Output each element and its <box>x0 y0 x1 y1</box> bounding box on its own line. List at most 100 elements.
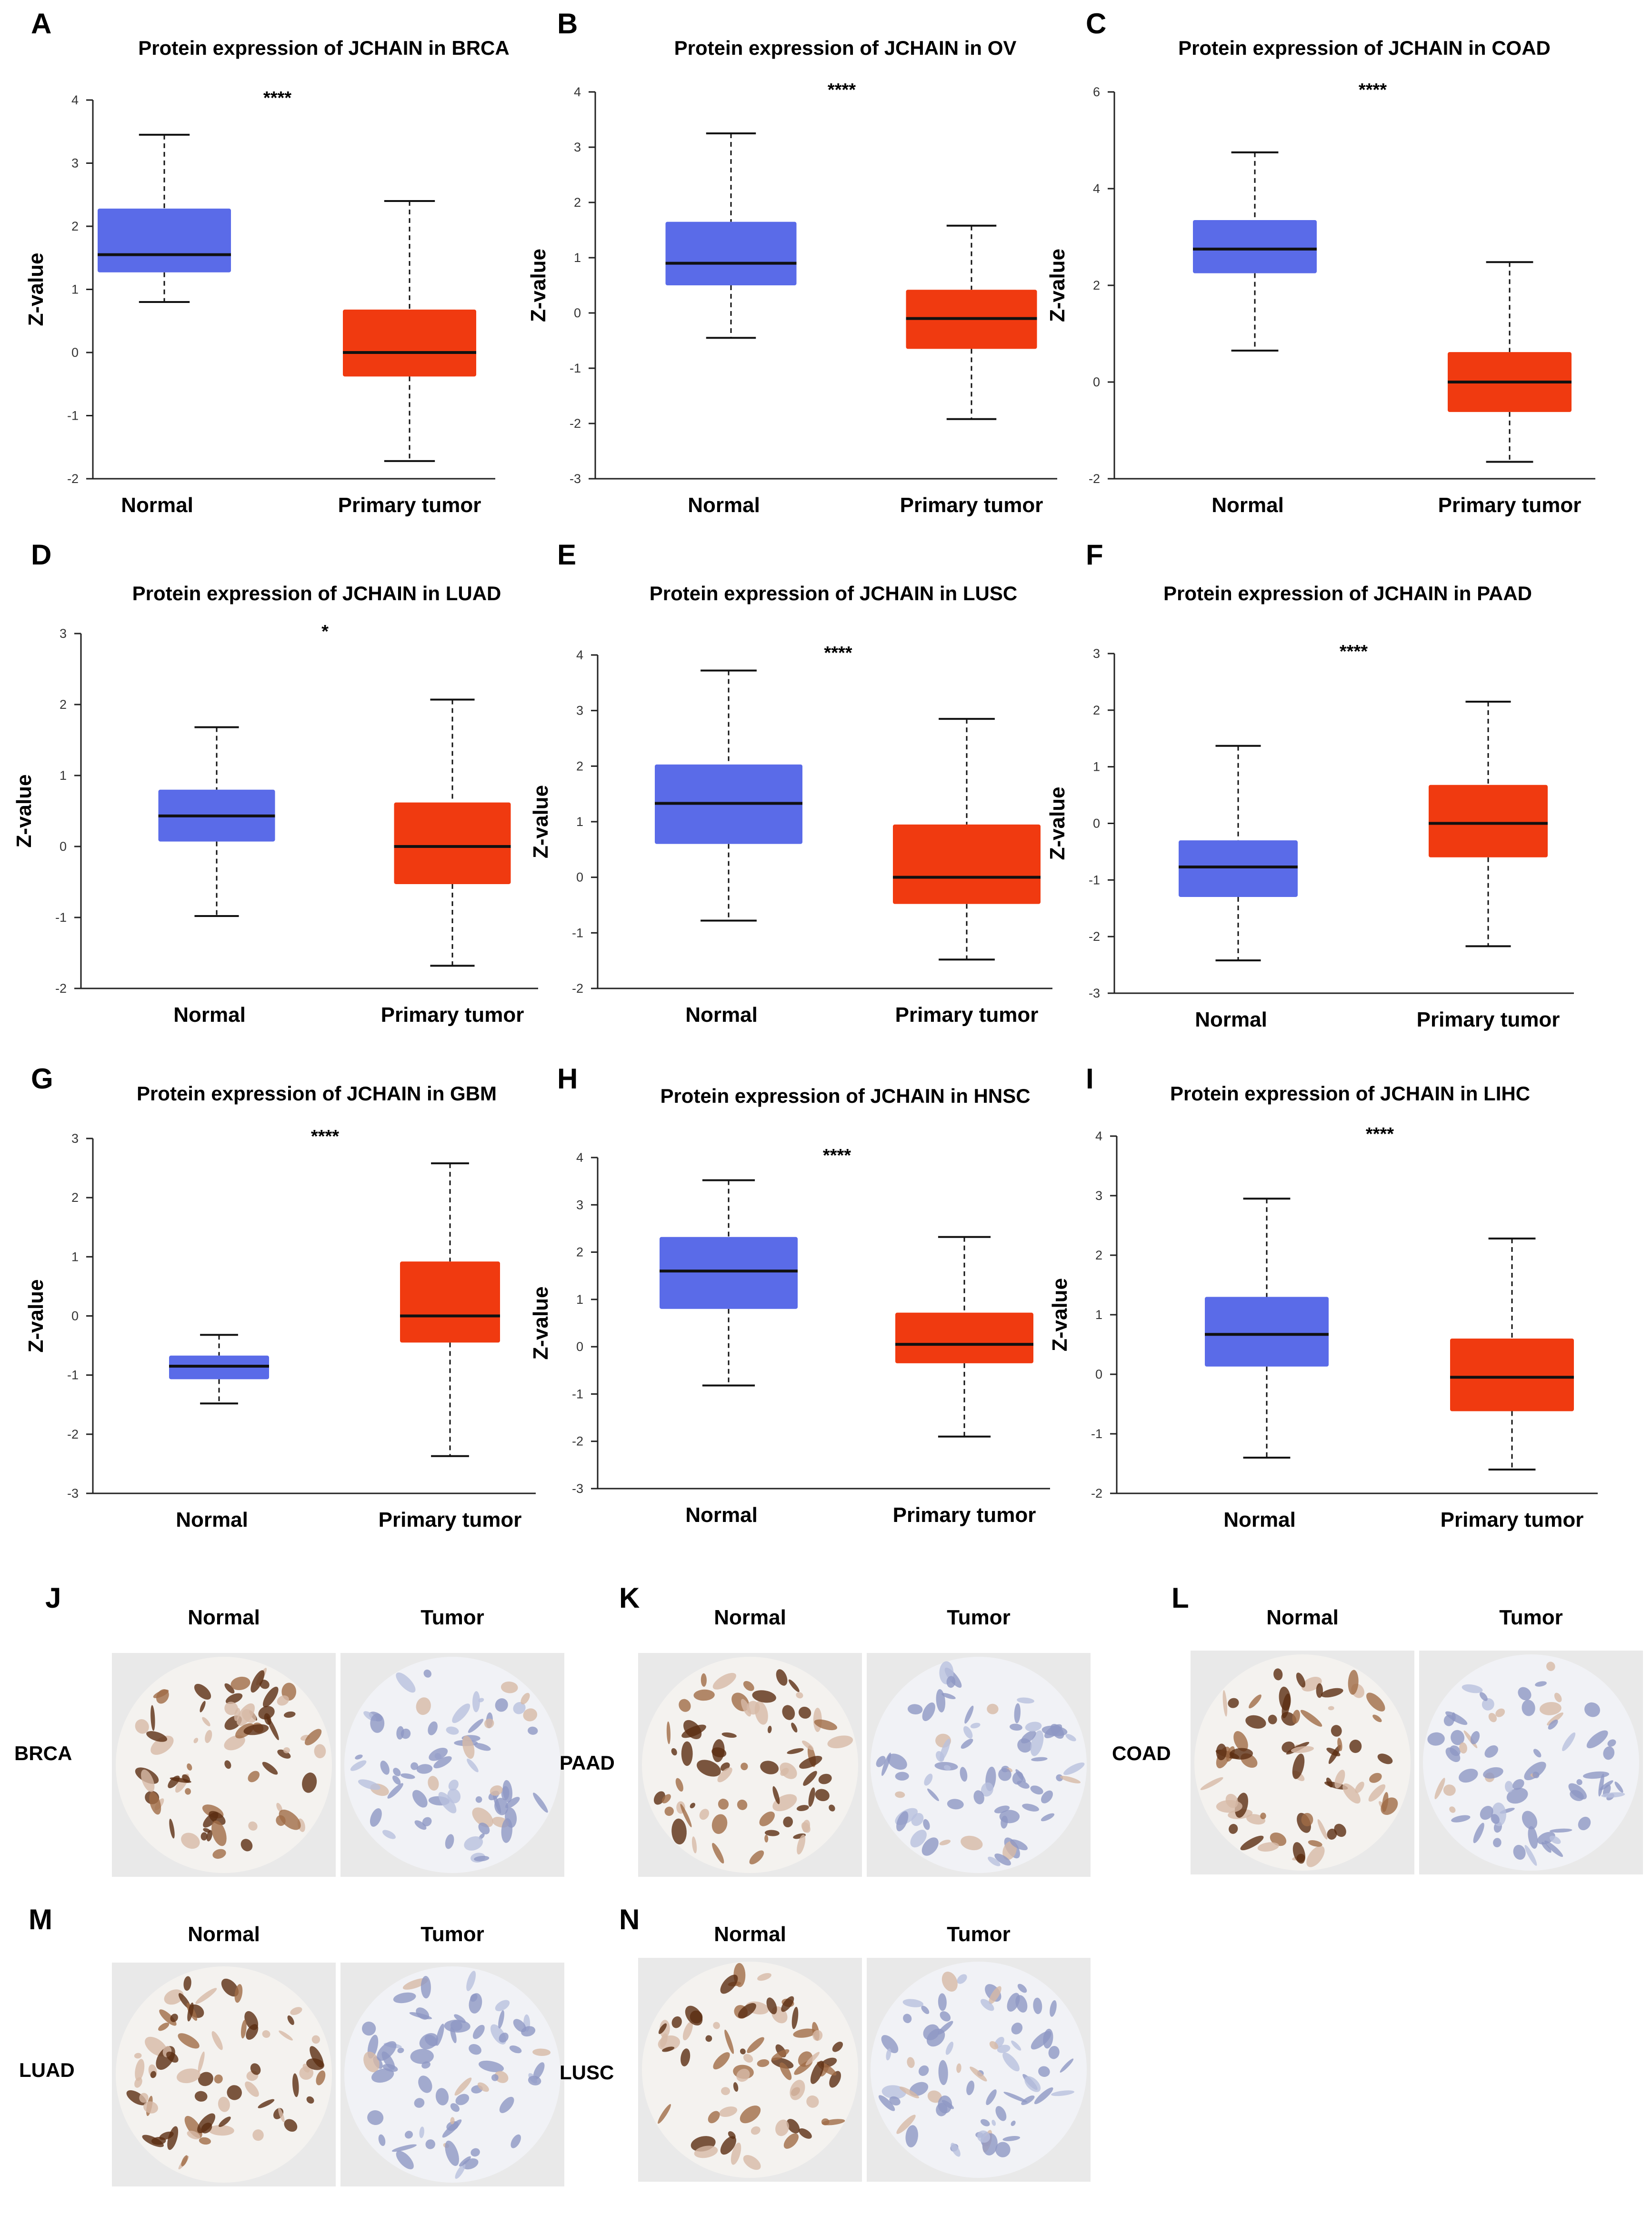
stain-region <box>200 1832 208 1841</box>
stain-region <box>452 1703 471 1723</box>
tissue-core-normal <box>112 1653 336 1877</box>
stain-region <box>782 1705 795 1720</box>
stain-region <box>214 2074 223 2084</box>
stain-region <box>1583 1771 1610 1779</box>
stain-region <box>404 2131 413 2139</box>
stain-region <box>987 1703 999 1714</box>
stain-region <box>184 2115 202 2138</box>
stain-region <box>719 2106 738 2117</box>
stain-region <box>194 1683 211 1700</box>
ihc-panel-k: K PAAD Normal Tumor <box>560 1582 1091 1877</box>
x-category-label: Normal <box>1223 1508 1296 1531</box>
x-category-label: Normal <box>685 1003 758 1027</box>
stain-region <box>887 1753 907 1770</box>
y-tick-label: -2 <box>55 981 67 996</box>
y-tick-label: 0 <box>576 870 583 885</box>
stain-region <box>1014 1703 1021 1723</box>
chart-title: Protein expression of JCHAIN in GBM <box>137 1082 497 1105</box>
stain-region <box>980 1999 994 2011</box>
stain-region <box>941 1693 956 1700</box>
stain-region <box>499 2033 509 2043</box>
stain-region <box>1245 1715 1266 1729</box>
y-tick-label: 2 <box>1095 1248 1102 1262</box>
stain-region <box>363 2051 380 2073</box>
y-tick-label: 0 <box>71 1309 79 1323</box>
stain-region <box>202 1717 210 1726</box>
tissue-core-normal <box>638 1653 862 1877</box>
ihc-panel-l: L COAD Normal Tumor <box>1112 1582 1643 1874</box>
stain-region <box>747 2037 764 2053</box>
stain-region <box>685 2005 703 2026</box>
stain-region <box>279 2030 293 2041</box>
stain-region <box>240 1839 253 1852</box>
stain-region <box>699 1809 709 1820</box>
stain-region <box>907 2057 915 2068</box>
stain-region <box>721 1732 737 1738</box>
y-tick-label: 3 <box>576 704 583 718</box>
chart-title: Protein expression of JCHAIN in COAD <box>1178 37 1551 59</box>
stain-region <box>450 2020 462 2031</box>
stain-region <box>258 1706 275 1720</box>
stain-region <box>1434 1778 1445 1799</box>
stain-region <box>741 1763 748 1771</box>
iqr-box <box>1179 840 1298 897</box>
stain-region <box>1537 1832 1555 1845</box>
stain-region <box>1484 1745 1498 1758</box>
stain-region <box>796 1692 803 1699</box>
stain-region <box>1321 1688 1343 1698</box>
stain-region <box>902 1999 924 2007</box>
stain-region <box>662 2046 675 2052</box>
tissue-core-disc <box>871 1962 1087 2178</box>
panel-letter: E <box>557 539 576 571</box>
tissue-core-tumor <box>867 1653 1091 1877</box>
stain-region <box>658 2104 671 2124</box>
stain-region <box>1382 1792 1389 1813</box>
stain-region <box>533 2062 545 2080</box>
y-tick-label: 1 <box>576 815 583 829</box>
stain-region <box>262 2030 270 2038</box>
stain-region <box>793 2028 817 2038</box>
stain-region <box>886 2048 891 2061</box>
panel-letter: H <box>557 1063 578 1095</box>
stain-region <box>682 2021 693 2041</box>
stain-region <box>733 2082 739 2092</box>
stain-region <box>737 1799 748 1810</box>
y-tick-label: -3 <box>67 1486 79 1501</box>
y-tick-label: -2 <box>572 1434 583 1449</box>
y-tick-label: 0 <box>71 345 79 360</box>
stain-region <box>1547 1712 1563 1726</box>
y-axis-label: Z-value <box>24 1279 48 1352</box>
stain-region <box>1051 2090 1074 2096</box>
stain-region <box>889 2096 901 2105</box>
iqr-box <box>665 222 797 285</box>
stain-region <box>304 1729 322 1745</box>
stain-region <box>895 1772 909 1781</box>
stain-region <box>316 2070 326 2085</box>
stain-region <box>675 1778 683 1792</box>
y-axis-label: Z-value <box>1046 249 1069 322</box>
stain-region <box>1015 1995 1028 2013</box>
stain-region <box>478 1823 490 1834</box>
y-tick-label: -1 <box>67 409 79 423</box>
stain-region <box>946 1676 956 1688</box>
stain-region <box>400 1728 411 1739</box>
stain-region <box>1024 2076 1041 2092</box>
stain-region <box>414 1820 427 1830</box>
stain-region <box>923 2024 940 2041</box>
x-category-label: Primary tumor <box>1441 1508 1584 1531</box>
stain-region <box>1060 1775 1081 1783</box>
box-normal <box>1179 745 1298 962</box>
y-tick-label: 3 <box>71 1131 79 1146</box>
chart-title: Protein expression of JCHAIN in OV <box>674 37 1017 59</box>
stain-region <box>796 1805 809 1812</box>
stain-region <box>183 1976 191 1991</box>
stain-region <box>1050 2000 1057 2017</box>
stain-region <box>1331 1725 1342 1737</box>
stain-region <box>149 1792 161 1815</box>
y-axis-label: Z-value <box>24 252 48 326</box>
x-category-label: Primary tumor <box>1417 1008 1560 1031</box>
stain-region <box>472 1807 493 1827</box>
y-tick-label: -2 <box>1089 929 1100 944</box>
stain-region <box>1011 2022 1023 2035</box>
x-category-label: Normal <box>1211 494 1284 517</box>
